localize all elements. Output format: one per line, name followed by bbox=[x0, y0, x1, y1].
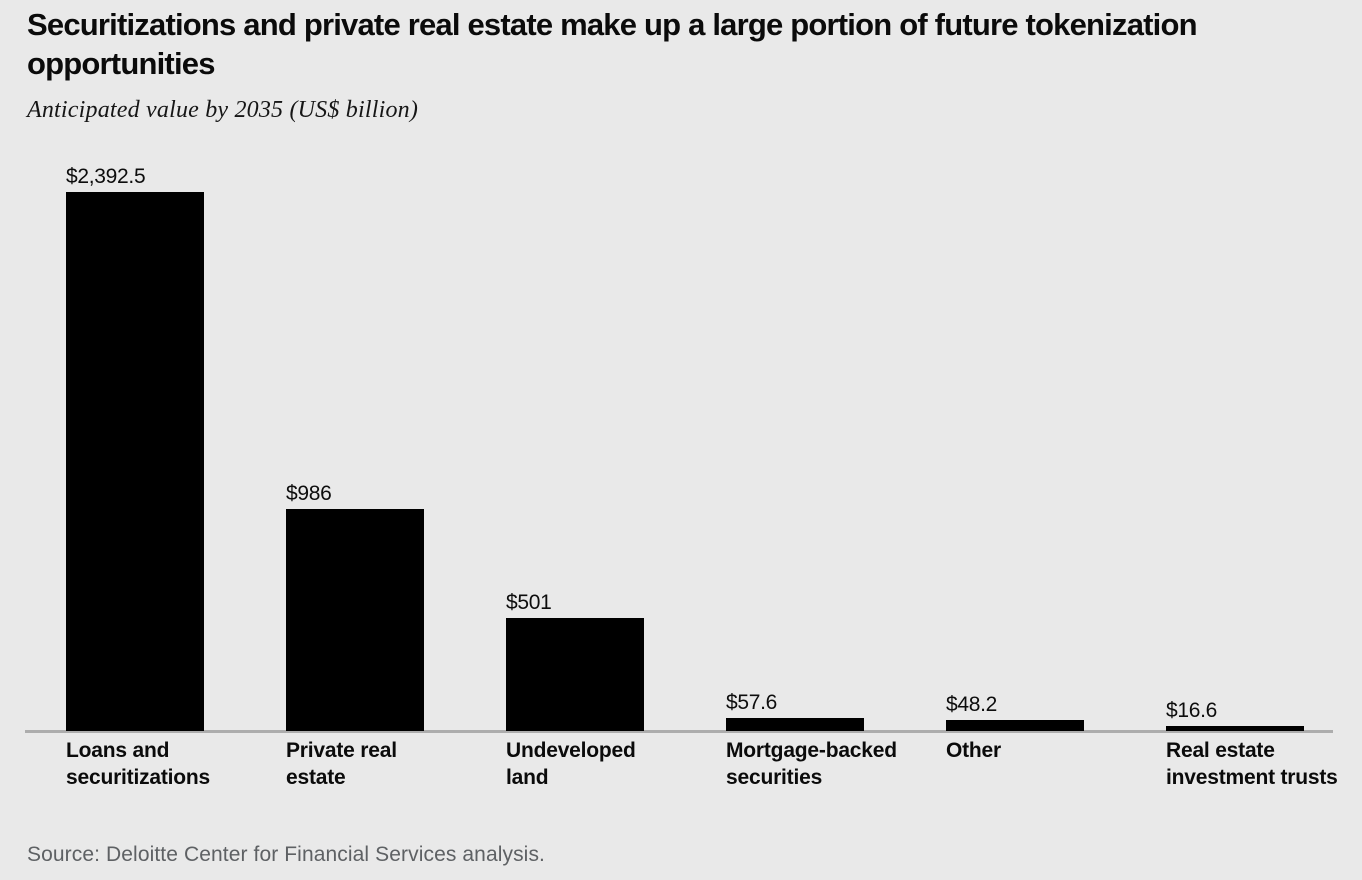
figure-title: Securitizations and private real estate … bbox=[27, 7, 1198, 81]
bar-value-label: $16.6 bbox=[1166, 699, 1218, 722]
bar bbox=[726, 718, 864, 731]
bar-value-label: $2,392.5 bbox=[66, 165, 146, 188]
bar bbox=[286, 509, 424, 731]
bar-category-label: Loans and securitizations bbox=[66, 739, 211, 789]
bar-category-label: Other bbox=[946, 739, 1002, 762]
source-note: Source: Deloitte Center for Financial Se… bbox=[27, 843, 545, 866]
bar-category-label: Private real estate bbox=[286, 739, 397, 789]
bar-category-label: Mortgage-backed securities bbox=[726, 739, 897, 789]
bar-value-label: $986 bbox=[286, 482, 332, 505]
bar-category-label: Real estate investment trusts bbox=[1166, 739, 1338, 789]
bar bbox=[1166, 726, 1304, 731]
bar-value-label: $57.6 bbox=[726, 691, 778, 714]
figure-subtitle: Anticipated value by 2035 (US$ billion) bbox=[27, 97, 419, 123]
x-axis-line bbox=[25, 730, 1333, 733]
bar-category-label: Undeveloped land bbox=[506, 739, 636, 789]
bar bbox=[506, 618, 644, 731]
bar-value-label: $48.2 bbox=[946, 693, 998, 716]
bar bbox=[66, 192, 204, 731]
bar bbox=[946, 720, 1084, 731]
bar-value-label: $501 bbox=[506, 591, 552, 614]
